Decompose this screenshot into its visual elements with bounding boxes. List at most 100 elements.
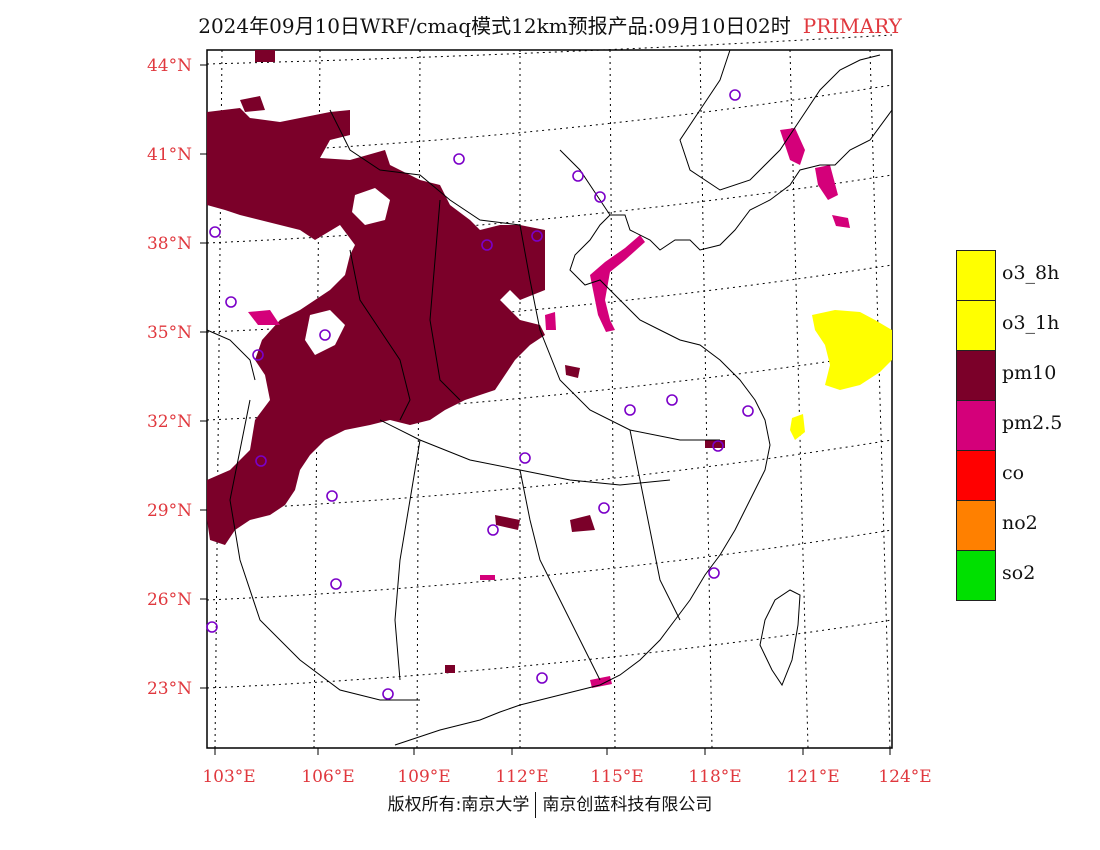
legend-item-o3-8h: o3_8h [956, 250, 1096, 301]
pm10-small-4 [445, 665, 455, 673]
pm25-small-3 [590, 676, 612, 688]
copyright-footer: 版权所有:南京大学 南京创蓝科技有限公司 [0, 790, 1100, 818]
coastline [394, 109, 893, 746]
legend-label-pm25: pm2.5 [1002, 412, 1063, 434]
station-marker [209, 226, 221, 238]
legend-item-co: co [956, 450, 1096, 501]
station-marker [487, 524, 499, 536]
lon-label: 103°E [202, 767, 255, 787]
taiwan-island [759, 589, 801, 687]
legend-item-pm25: pm2.5 [956, 400, 1096, 451]
pm25-coastal-strip [590, 235, 645, 332]
station-marker [666, 394, 678, 406]
lat-label: 38°N [147, 234, 192, 254]
station-marker [594, 191, 606, 203]
legend-item-pm10: pm10 [956, 350, 1096, 401]
lon-label: 109°E [397, 767, 450, 787]
legend-item-o3-1h: o3_1h [956, 300, 1096, 351]
province-border-10 [679, 49, 881, 191]
station-marker [519, 452, 531, 464]
lon-label: 124°E [878, 767, 931, 787]
province-border-7 [519, 224, 720, 441]
province-border-12 [206, 329, 256, 381]
station-marker [624, 404, 636, 416]
map-title: 2024年09月10日WRF/cmaq模式12km预报产品:09月10日02时 P… [0, 10, 1100, 39]
pm25-northeast-2 [815, 165, 838, 200]
lon-axis: 103°E 106°E 109°E 112°E 115°E 118°E 121°E 124°E [202, 748, 932, 787]
legend-swatch-pm10 [956, 350, 996, 401]
lat-axis: 44°N 41°N 38°N 35°N 32°N 29°N 26°N 23°N [147, 56, 207, 699]
province-border-6 [394, 439, 421, 681]
station-marker [572, 170, 584, 182]
station-marker [319, 329, 331, 341]
lon-line-103 [214, 49, 223, 749]
province-border-11 [559, 149, 611, 216]
lon-label: 106°E [301, 767, 354, 787]
lon-label: 118°E [688, 767, 741, 787]
pm10-north-patch [240, 96, 265, 112]
station-marker [712, 440, 724, 452]
pm10-holes [305, 188, 390, 355]
legend-label-o3-8h: o3_8h [1002, 262, 1060, 284]
province-border-1 [329, 109, 521, 226]
province-border-2 [429, 199, 461, 401]
legend-swatch-so2 [956, 550, 996, 601]
lon-label: 112°E [495, 767, 548, 787]
province-border-9 [229, 399, 420, 701]
pm10-small-2 [495, 515, 520, 530]
legend-label-pm10: pm10 [1002, 362, 1057, 384]
boundaries [206, 49, 893, 746]
o3-field [790, 310, 892, 440]
lon-line-115 [609, 49, 616, 749]
pm25-northeast-1 [780, 128, 805, 165]
station-marker [330, 578, 342, 590]
legend-swatch-o3-1h [956, 300, 996, 351]
lat-label: 29°N [147, 501, 192, 521]
pm10-top-patch [255, 50, 275, 62]
pm10-hole-1 [352, 188, 390, 225]
pm25-northeast-3 [832, 215, 850, 228]
legend-item-so2: so2 [956, 550, 1096, 601]
lat-line-23 [206, 619, 893, 689]
lon-label: 115°E [590, 767, 643, 787]
station-marker [536, 672, 548, 684]
lat-label: 35°N [147, 323, 192, 343]
legend-swatch-co [956, 450, 996, 501]
legend-swatch-no2 [956, 500, 996, 551]
lat-label: 32°N [147, 412, 192, 432]
lat-label: 44°N [147, 56, 192, 76]
lat-line-29 [206, 439, 893, 511]
lat-label: 23°N [147, 679, 192, 699]
province-border-5 [519, 469, 601, 681]
copyright-right: 南京创蓝科技有限公司 [542, 795, 713, 815]
lon-line-121 [789, 49, 809, 749]
province-border-8 [629, 429, 681, 621]
station-marker [225, 296, 237, 308]
province-border-3 [349, 249, 411, 421]
copyright-left: 版权所有:南京大学 [387, 795, 530, 815]
station-marker [252, 349, 264, 361]
station-marker [598, 502, 610, 514]
stations [206, 89, 754, 700]
lat-label: 41°N [147, 145, 192, 165]
lat-line-38 [206, 174, 893, 244]
pm10-hole-2 [305, 310, 345, 355]
station-marker [742, 405, 754, 417]
pm10-small-3 [570, 515, 595, 532]
pm10-small-1 [565, 365, 580, 378]
lon-line-124 [869, 49, 891, 749]
legend: o3_8h o3_1h pm10 pm2.5 co no2 so2 [956, 250, 1096, 601]
legend-swatch-pm25 [956, 400, 996, 451]
o3-small-patch [790, 414, 805, 440]
station-marker [206, 621, 218, 633]
station-marker [481, 239, 493, 251]
legend-label-so2: so2 [1002, 562, 1036, 584]
station-marker [531, 230, 543, 242]
lon-line-118 [699, 49, 713, 749]
pm25-field [248, 128, 850, 688]
o3-ocean-area [812, 310, 892, 390]
legend-label-co: co [1002, 462, 1025, 484]
station-marker [729, 89, 741, 101]
pm25-small-1 [545, 312, 556, 330]
